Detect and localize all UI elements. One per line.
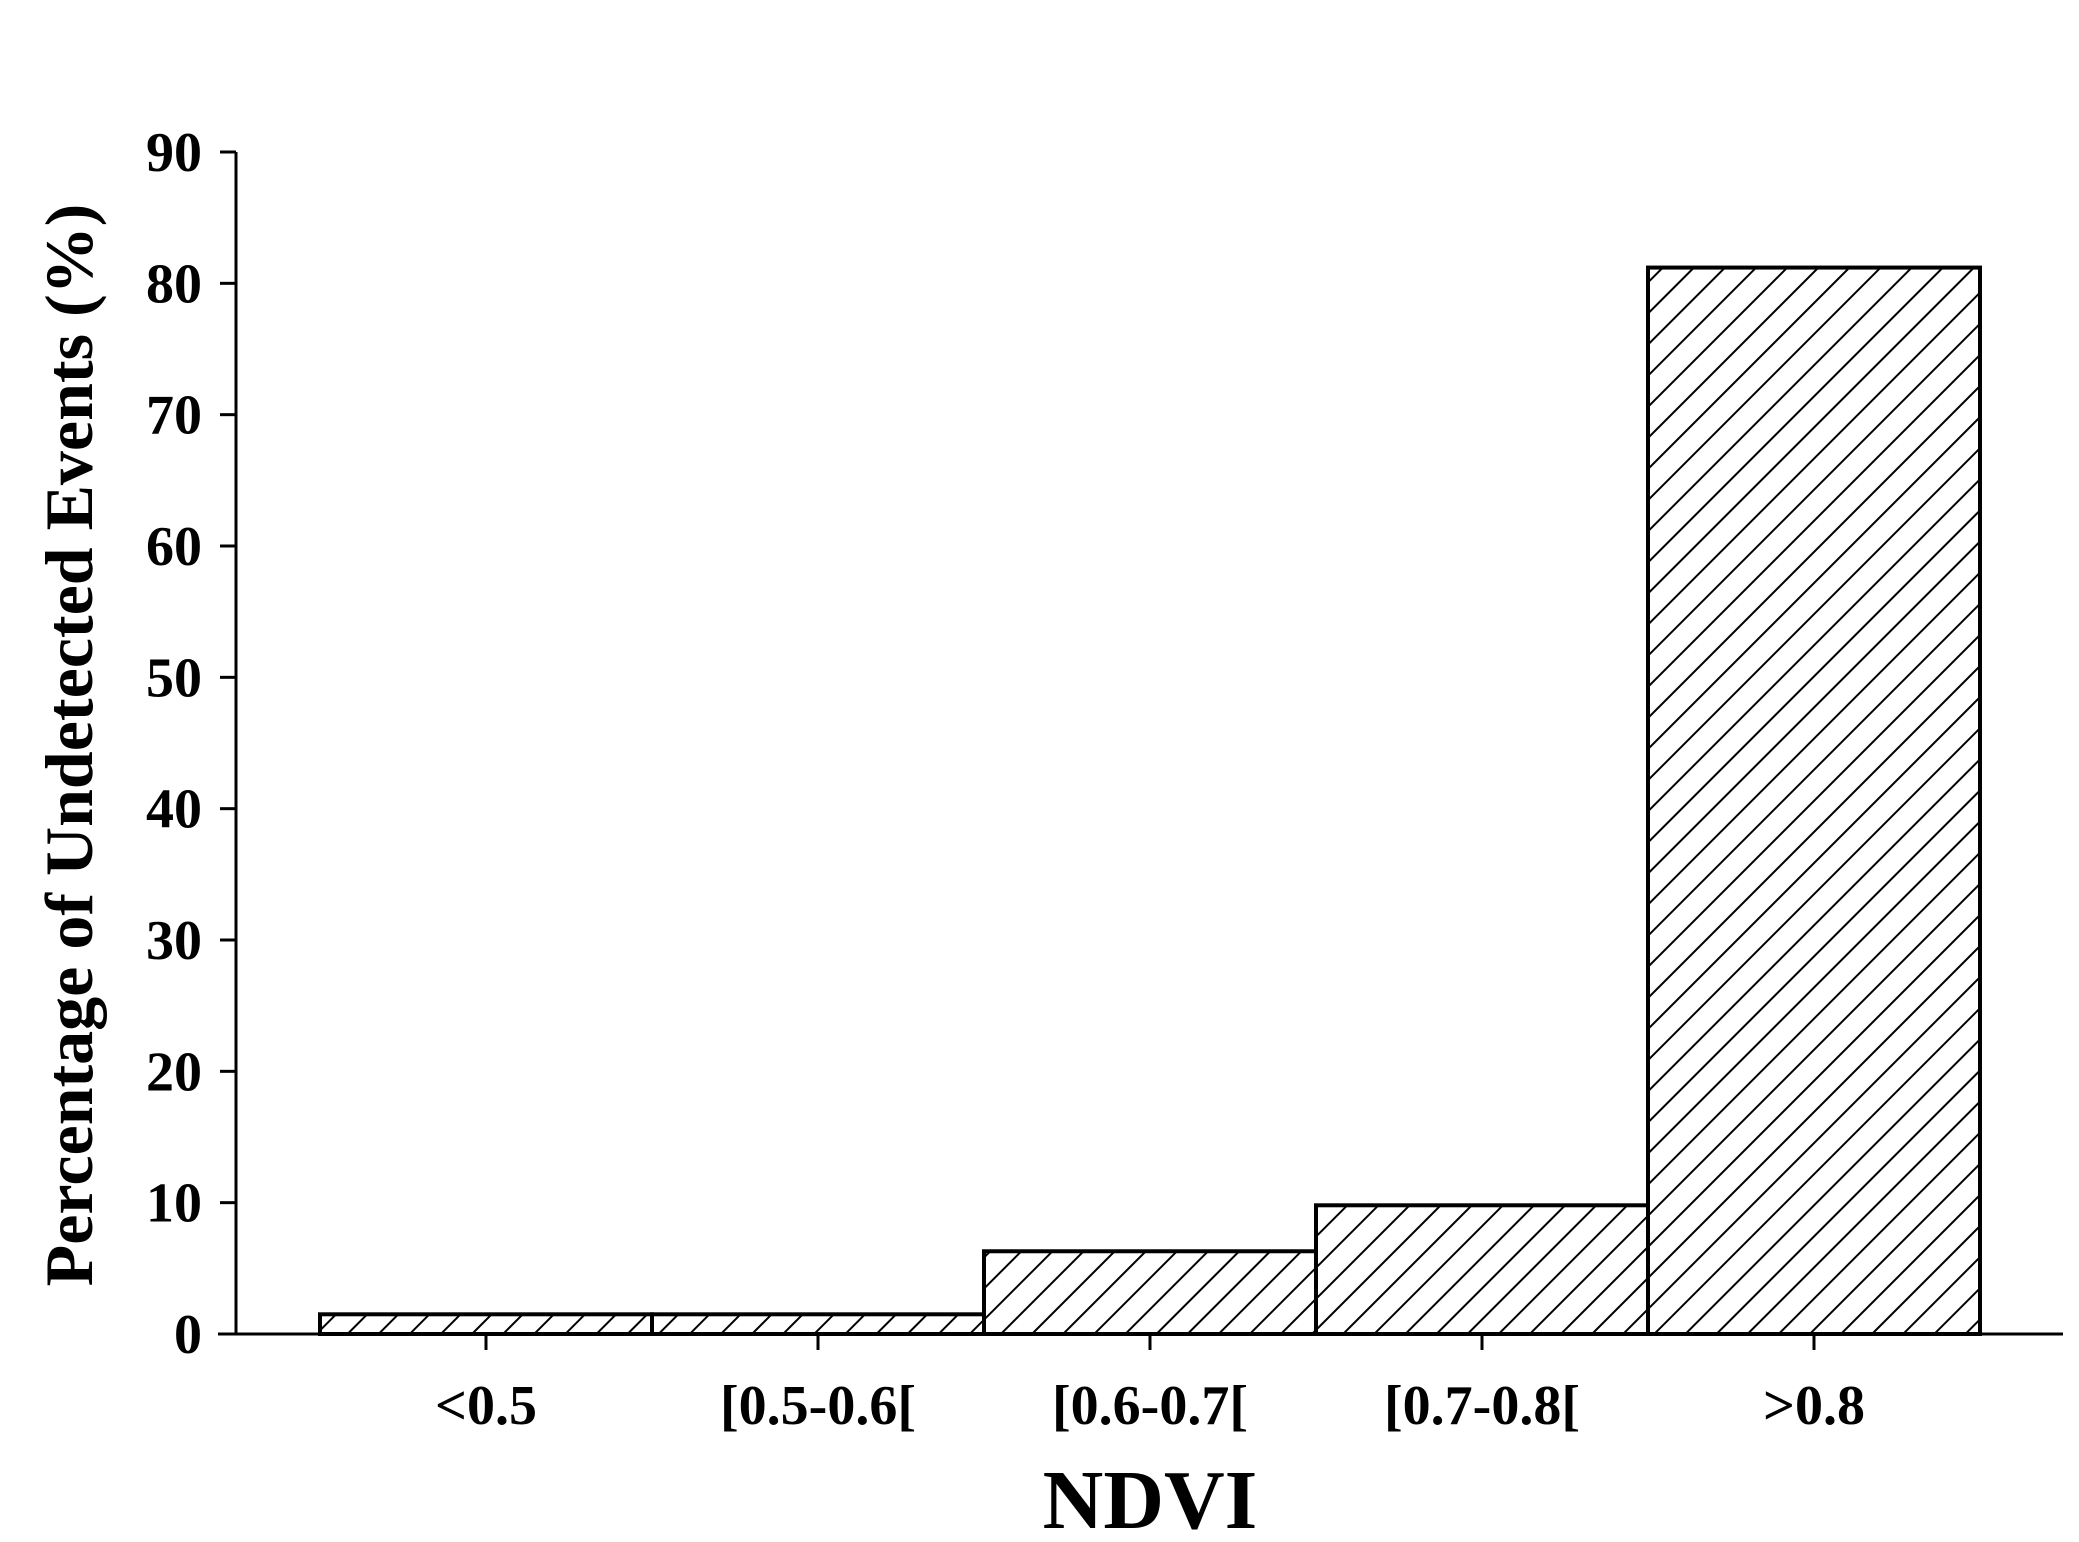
bar-4 [1646,265,1982,1336]
y-tick-label: 40 [146,779,202,841]
y-tick-label: 90 [146,122,202,184]
x-tick-label: [0.6-0.7[ [1052,1375,1248,1437]
x-tick-label: >0.8 [1763,1375,1865,1437]
y-axis-title: Percentage of Undetected Events (%) [31,204,107,1287]
y-tick-label: 60 [146,516,202,578]
x-tick-label: <0.5 [435,1375,537,1437]
y-tick-label: 70 [146,385,202,447]
x-tick-label: [0.5-0.6[ [720,1375,916,1437]
x-axis-title: NDVI [1043,1454,1258,1542]
y-tick-label: 80 [146,253,202,315]
y-tick-label: 20 [146,1041,202,1103]
bar-3 [1314,1203,1650,1336]
axes-group [218,150,2063,1350]
y-tick-label: 30 [146,910,202,972]
y-tick-label: 0 [174,1304,202,1366]
bar-2 [982,1249,1318,1337]
y-tick-label: 10 [146,1173,202,1235]
bars-group [318,265,1982,1337]
y-tick-label: 50 [146,647,202,709]
bar-0 [318,1312,654,1337]
x-tick-label: [0.7-0.8[ [1384,1375,1580,1437]
labels-group: 0 10 20 30 40 50 60 70 80 90 <0.5 [0.5-0.6[ [0.6-0.7… [146,122,1865,1437]
bar-1 [650,1312,986,1337]
